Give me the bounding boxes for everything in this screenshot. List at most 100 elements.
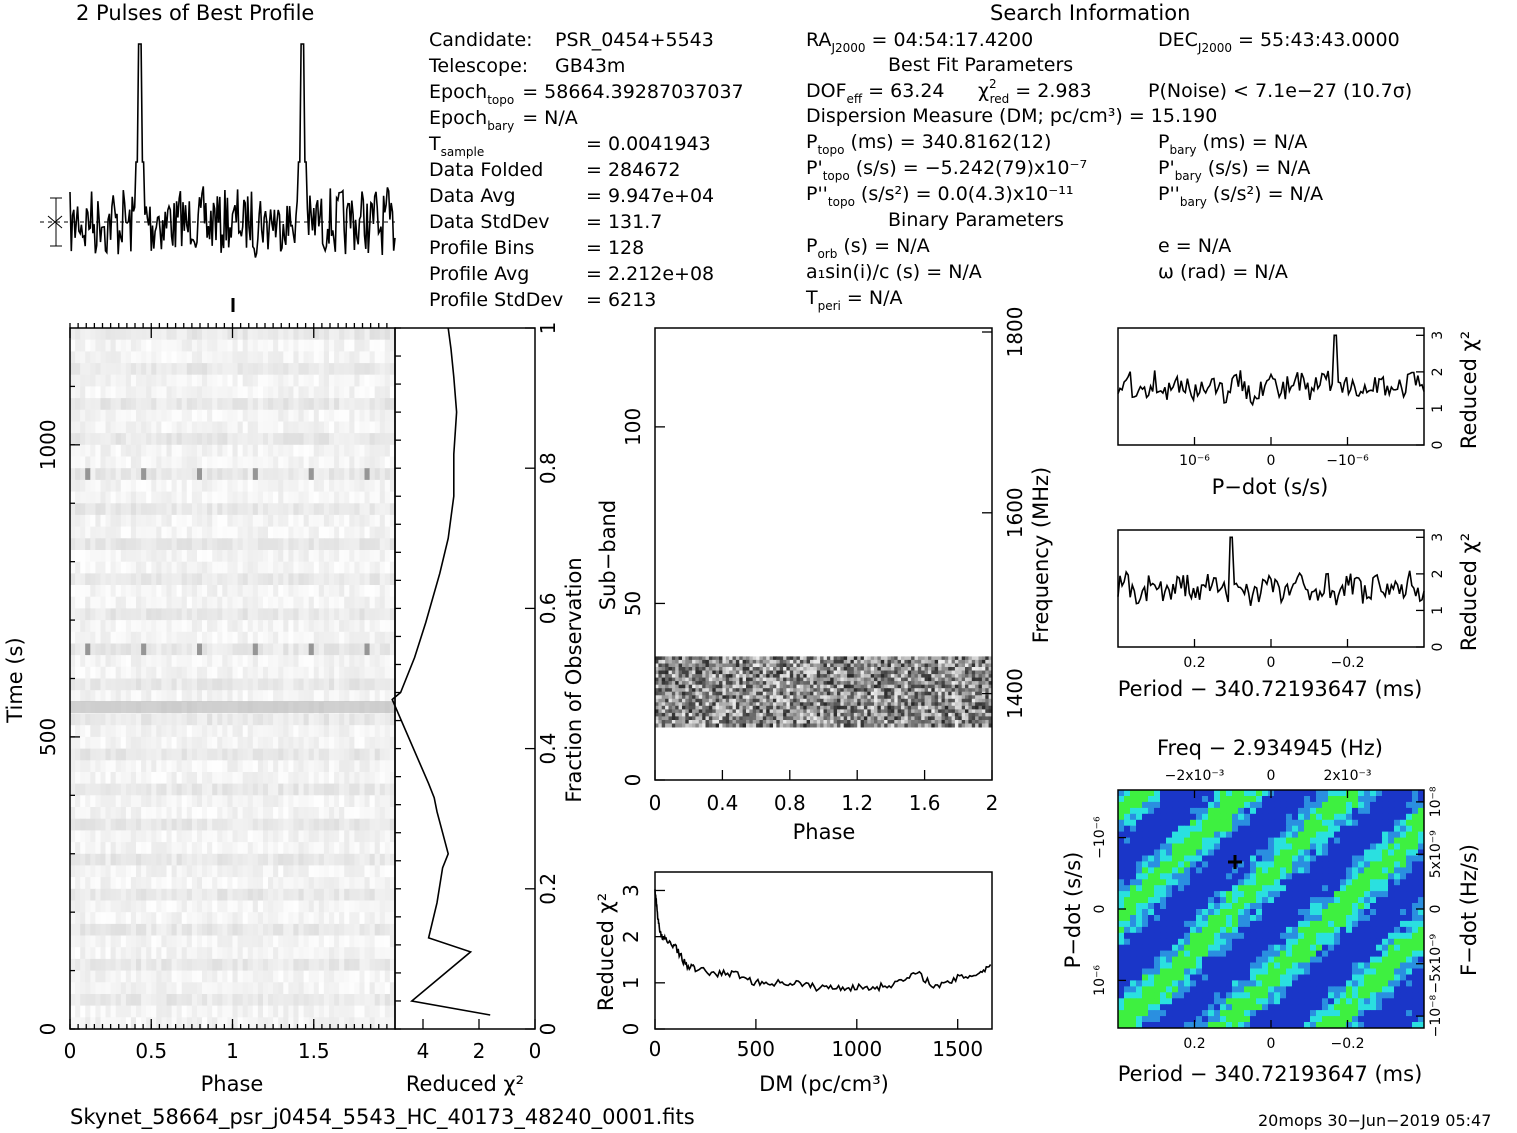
time-phase-cell — [136, 620, 142, 633]
time-phase-cell — [379, 970, 386, 983]
time-phase-cell — [115, 982, 122, 995]
time-phase-cell — [278, 386, 284, 399]
time-phase-cell — [313, 807, 320, 820]
time-phase-cell — [298, 725, 305, 738]
time-phase-cell — [288, 842, 295, 855]
time-phase-cell — [75, 526, 81, 539]
time-phase-cell — [227, 725, 234, 738]
time-phase-cell — [156, 853, 162, 867]
time-phase-cell — [344, 1005, 350, 1018]
subband-cell — [897, 684, 902, 689]
subband-cell — [766, 667, 771, 671]
time-phase-cell — [283, 772, 289, 785]
subband-cell — [931, 684, 936, 689]
time-phase-cell — [100, 888, 107, 902]
time-phase-cell — [176, 409, 183, 423]
time-phase-cell — [288, 795, 295, 808]
time-phase-cell — [252, 444, 259, 458]
subband-cell — [783, 670, 787, 675]
time-phase-cell — [339, 713, 345, 726]
time-phase-cell — [323, 608, 330, 621]
subband-cell — [931, 670, 936, 675]
time-phase-cell — [176, 795, 183, 808]
time-phase-cell — [283, 935, 289, 948]
subband-cell — [853, 663, 858, 668]
subband-cell — [776, 670, 781, 675]
time-phase-cell — [146, 853, 152, 867]
time-phase-cell — [146, 783, 152, 796]
time-phase-cell — [171, 760, 178, 773]
time-phase-cell — [136, 585, 142, 598]
time-phase-cell — [151, 807, 157, 820]
time-phase-cell — [90, 409, 96, 423]
time-phase-cell — [339, 503, 345, 516]
time-phase-cell — [263, 783, 269, 796]
time-phase-cell — [227, 608, 234, 621]
time-phase-cell — [176, 398, 183, 411]
time-phase-cell — [354, 958, 361, 972]
time-phase-cell — [110, 877, 117, 890]
time-phase-cell — [329, 409, 335, 423]
subband-cell — [857, 659, 862, 664]
time-phase-cell — [110, 444, 117, 458]
time-phase-cell — [252, 468, 259, 481]
subband-cell — [742, 656, 747, 661]
time-phase-cell — [293, 970, 300, 983]
time-phase-cell — [227, 503, 234, 516]
time-phase-cell — [110, 842, 117, 855]
time-phase-cell — [227, 585, 234, 598]
time-phase-cell — [151, 1005, 157, 1018]
time-phase-cell — [339, 923, 345, 937]
time-phase-cell — [232, 736, 239, 750]
time-phase-cell — [354, 760, 361, 773]
time-phase-cell — [125, 409, 132, 423]
time-phase-cell — [212, 444, 218, 458]
time-phase-cell — [232, 620, 239, 633]
time-phase-cell — [80, 421, 86, 434]
subband-cell — [981, 674, 986, 679]
time-phase-cell — [202, 491, 208, 504]
time-phase-cell — [110, 514, 117, 528]
subband-cell — [719, 670, 723, 675]
time-phase-cell — [379, 491, 386, 504]
time-phase-cell — [217, 550, 223, 563]
time-phase-cell — [349, 386, 355, 399]
subband-cell — [823, 667, 828, 671]
subband-cell — [951, 659, 956, 664]
time-phase-cell — [334, 363, 340, 376]
time-phase-cell — [242, 947, 249, 960]
subband-cell — [894, 674, 899, 679]
time-phase-cell — [369, 760, 376, 773]
time-phase-cell — [80, 526, 86, 539]
time-phase-cell — [125, 351, 132, 364]
time-phase-cell — [313, 351, 320, 364]
subband-cell — [661, 659, 666, 664]
subband-cell — [803, 688, 808, 693]
subband-cell — [837, 656, 841, 661]
subband-cell — [958, 663, 963, 668]
time-phase-cell — [191, 398, 198, 411]
time-phase-cell — [191, 374, 198, 387]
time-phase-cell — [227, 550, 234, 563]
time-phase-cell — [161, 351, 168, 364]
time-phase-cell — [242, 526, 249, 539]
time-phase-cell — [110, 772, 117, 785]
time-phase-cell — [288, 865, 295, 878]
time-phase-cell — [90, 1017, 96, 1030]
time-phase-cell — [181, 643, 188, 656]
subband-cell — [769, 677, 774, 682]
subband-cell — [928, 656, 932, 661]
time-phase-cell — [334, 982, 340, 995]
subband-cell — [904, 659, 909, 664]
time-phase-cell — [334, 398, 340, 411]
time-phase-cell — [389, 386, 396, 399]
time-phase-cell — [339, 526, 345, 539]
time-phase-cell — [313, 994, 320, 1007]
time-phase-cell — [110, 655, 117, 668]
time-phase-cell — [186, 596, 193, 609]
subband-cell — [870, 684, 875, 689]
subband-cell — [749, 688, 754, 693]
time-phase-cell — [384, 923, 391, 937]
time-phase-cell — [242, 608, 249, 621]
time-phase-cell — [303, 561, 310, 574]
